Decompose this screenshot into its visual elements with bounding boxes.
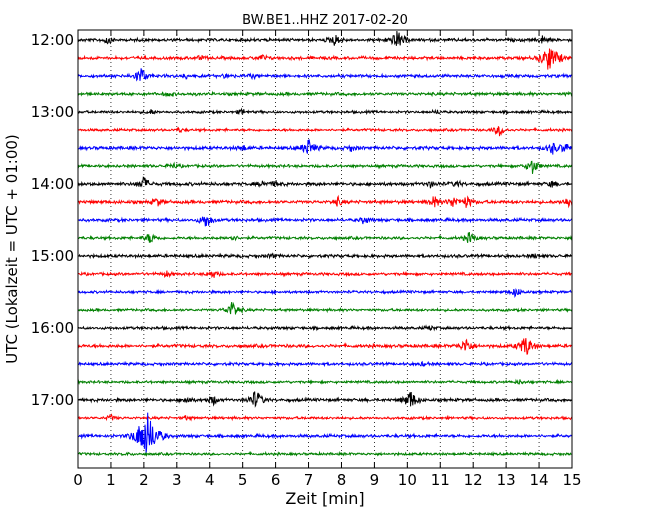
x-tick-label: 9 xyxy=(370,471,380,489)
trace-14-30 xyxy=(77,216,573,227)
trace-15-30 xyxy=(77,288,573,299)
y-tick-label: 14:00 xyxy=(31,175,74,193)
trace-12-00 xyxy=(77,30,573,46)
trace-15-45 xyxy=(77,301,573,315)
x-tick-label: 11 xyxy=(431,471,450,489)
trace-12-15 xyxy=(77,48,573,70)
trace-14-15 xyxy=(77,194,573,209)
axis-ticks: 0 1 2 3 4 5 6 7 8 9 10 11 12 13 14 1512:0013:0014:0015:… xyxy=(31,30,582,489)
x-tick-label: 1 xyxy=(106,471,116,489)
trace-13-00 xyxy=(77,107,573,116)
y-axis-label: UTC (Lokalzeit = UTC + 01:00) xyxy=(3,134,21,364)
trace-15-00 xyxy=(77,252,573,260)
trace-13-15 xyxy=(77,126,573,137)
x-tick-label: 8 xyxy=(337,471,347,489)
trace-13-30 xyxy=(77,139,573,155)
trace-17-45 xyxy=(77,450,573,457)
x-tick-label: 15 xyxy=(562,471,581,489)
x-tick-label: 6 xyxy=(271,471,281,489)
trace-12-45 xyxy=(77,90,573,98)
x-tick-label: 10 xyxy=(398,471,417,489)
chart-title: BW.BE1..HHZ 2017-02-20 xyxy=(242,13,408,28)
x-tick-label: 7 xyxy=(304,471,314,489)
x-tick-label: 14 xyxy=(530,471,549,489)
y-tick-label: 16:00 xyxy=(31,319,74,337)
x-tick-label: 4 xyxy=(205,471,215,489)
y-tick-label: 13:00 xyxy=(31,103,74,121)
trace-16-30 xyxy=(77,360,573,368)
trace-14-00 xyxy=(77,176,573,189)
plot-frame xyxy=(77,29,573,469)
trace-17-15 xyxy=(77,413,573,422)
y-tick-label: 12:00 xyxy=(31,31,74,49)
x-tick-label: 12 xyxy=(464,471,483,489)
x-tick-label: 0 xyxy=(73,471,83,489)
y-tick-label: 15:00 xyxy=(31,247,74,265)
trace-16-15 xyxy=(77,338,573,355)
x-tick-label: 3 xyxy=(172,471,182,489)
trace-17-00 xyxy=(77,391,573,408)
trace-16-00 xyxy=(77,324,573,332)
trace-16-45 xyxy=(77,378,573,386)
x-axis-label: Zeit [min] xyxy=(285,489,364,508)
x-tick-label: 13 xyxy=(497,471,516,489)
traces xyxy=(77,30,573,457)
y-tick-label: 17:00 xyxy=(31,391,74,409)
trace-13-45 xyxy=(77,160,572,174)
x-tick-label: 5 xyxy=(238,471,248,489)
trace-17-30 xyxy=(77,412,573,454)
trace-14-45 xyxy=(77,232,573,244)
x-tick-label: 2 xyxy=(139,471,149,489)
trace-15-15 xyxy=(77,270,573,279)
trace-12-30 xyxy=(77,68,573,82)
